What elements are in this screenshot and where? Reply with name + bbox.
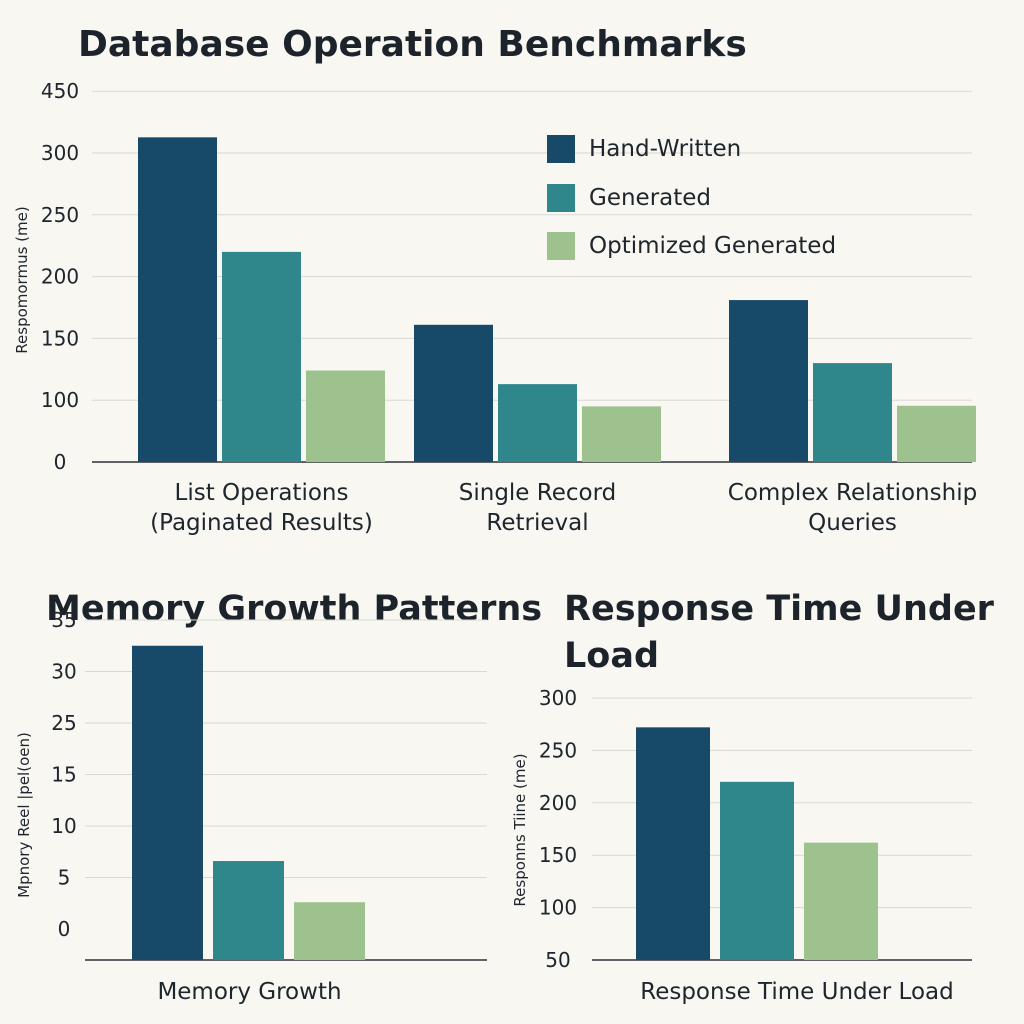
chart-title-memory-growth: Memory Growth Patterns: [46, 589, 542, 629]
bar-generated-response-time-under-load: [720, 781, 794, 960]
y-tick-label-30: 30: [51, 660, 76, 684]
y-tick-label-450: 450: [41, 79, 79, 103]
y-tick-label-250: 250: [41, 203, 79, 227]
bar-generated-list-operations-paginated-results: [222, 251, 301, 462]
legend-label-hand-written: Hand-Written: [589, 136, 741, 162]
chart-title-response-time-line2: Load: [564, 636, 659, 676]
y-tick-label-0: 0: [58, 917, 71, 941]
legend-label-generated: Generated: [589, 185, 711, 211]
legend-swatch-generated: [547, 184, 575, 212]
bar-hand-written-complex-relationship-queries: [729, 300, 808, 462]
bar-optimized-generated-response-time-under-load: [804, 842, 878, 960]
bar-hand-written-single-record-retrieval: [414, 324, 493, 462]
y-tick-label-5: 5: [58, 866, 71, 890]
chart-title-database-benchmarks: Database Operation Benchmarks: [78, 24, 747, 65]
category-label-response-time-under-load: Response Time Under Load: [640, 979, 953, 1005]
category-label-single-record: Single Record: [459, 480, 617, 506]
y-tick-label-150: 150: [41, 326, 79, 350]
bar-optimized-generated-single-record-retrieval: [582, 406, 661, 462]
bar-hand-written-response-time-under-load: [636, 727, 710, 960]
y-tick-label-35: 35: [51, 608, 76, 632]
y-tick-label-300: 300: [539, 686, 577, 710]
bar-optimized-generated-memory-growth: [294, 902, 365, 960]
y-axis-title-response-time: Responns Tiine (me): [511, 753, 529, 906]
y-tick-label-10: 10: [51, 814, 76, 838]
bar-generated-single-record-retrieval: [498, 384, 577, 462]
category-label-paginated-results: (Paginated Results): [150, 510, 373, 536]
category-label-queries: Queries: [808, 510, 897, 536]
y-tick-label-0: 0: [54, 450, 67, 474]
bar-hand-written-memory-growth: [132, 645, 203, 960]
memory-growth-chart: Memory Growth Patterns Mpnory Reel |pel(…: [15, 589, 542, 1005]
y-tick-label-100: 100: [41, 388, 79, 412]
category-label-list-operations: List Operations: [175, 480, 349, 506]
y-tick-label-15: 15: [51, 763, 76, 787]
y-axis-title-database: Respomormus (me): [13, 206, 31, 353]
y-tick-label-250: 250: [539, 738, 577, 762]
y-tick-label-25: 25: [51, 711, 76, 735]
bar-optimized-generated-list-operations-paginated-results: [306, 370, 385, 462]
y-tick-label-100: 100: [539, 896, 577, 920]
bar-optimized-generated-complex-relationship-queries: [897, 405, 976, 462]
category-label-memory-growth: Memory Growth: [157, 979, 341, 1005]
bar-generated-complex-relationship-queries: [813, 363, 892, 462]
legend: Hand-Written Generated Optimized Generated: [547, 135, 836, 260]
y-tick-label-300: 300: [41, 141, 79, 165]
chart-title-response-time-line1: Response Time Under: [564, 589, 995, 629]
response-time-under-load-chart: Response Time Under Load Responns Tiine …: [511, 589, 995, 1005]
y-tick-label-50: 50: [545, 948, 570, 972]
legend-swatch-hand-written: [547, 135, 575, 163]
legend-swatch-optimized-generated: [547, 232, 575, 260]
category-label-retrieval: Retrieval: [486, 510, 588, 536]
y-tick-label-200: 200: [41, 265, 79, 289]
y-axis-title-memory: Mpnory Reel |pel(oen): [15, 732, 33, 898]
legend-label-optimized-generated: Optimized Generated: [589, 233, 836, 259]
database-benchmarks-chart: Database Operation Benchmarks Respomormu…: [13, 24, 977, 536]
y-tick-label-200: 200: [539, 791, 577, 815]
bar-hand-written-list-operations-paginated-results: [138, 137, 217, 462]
category-label-complex-relationship: Complex Relationship: [728, 480, 977, 506]
y-tick-label-150: 150: [539, 843, 577, 867]
bar-generated-memory-growth: [213, 861, 284, 960]
